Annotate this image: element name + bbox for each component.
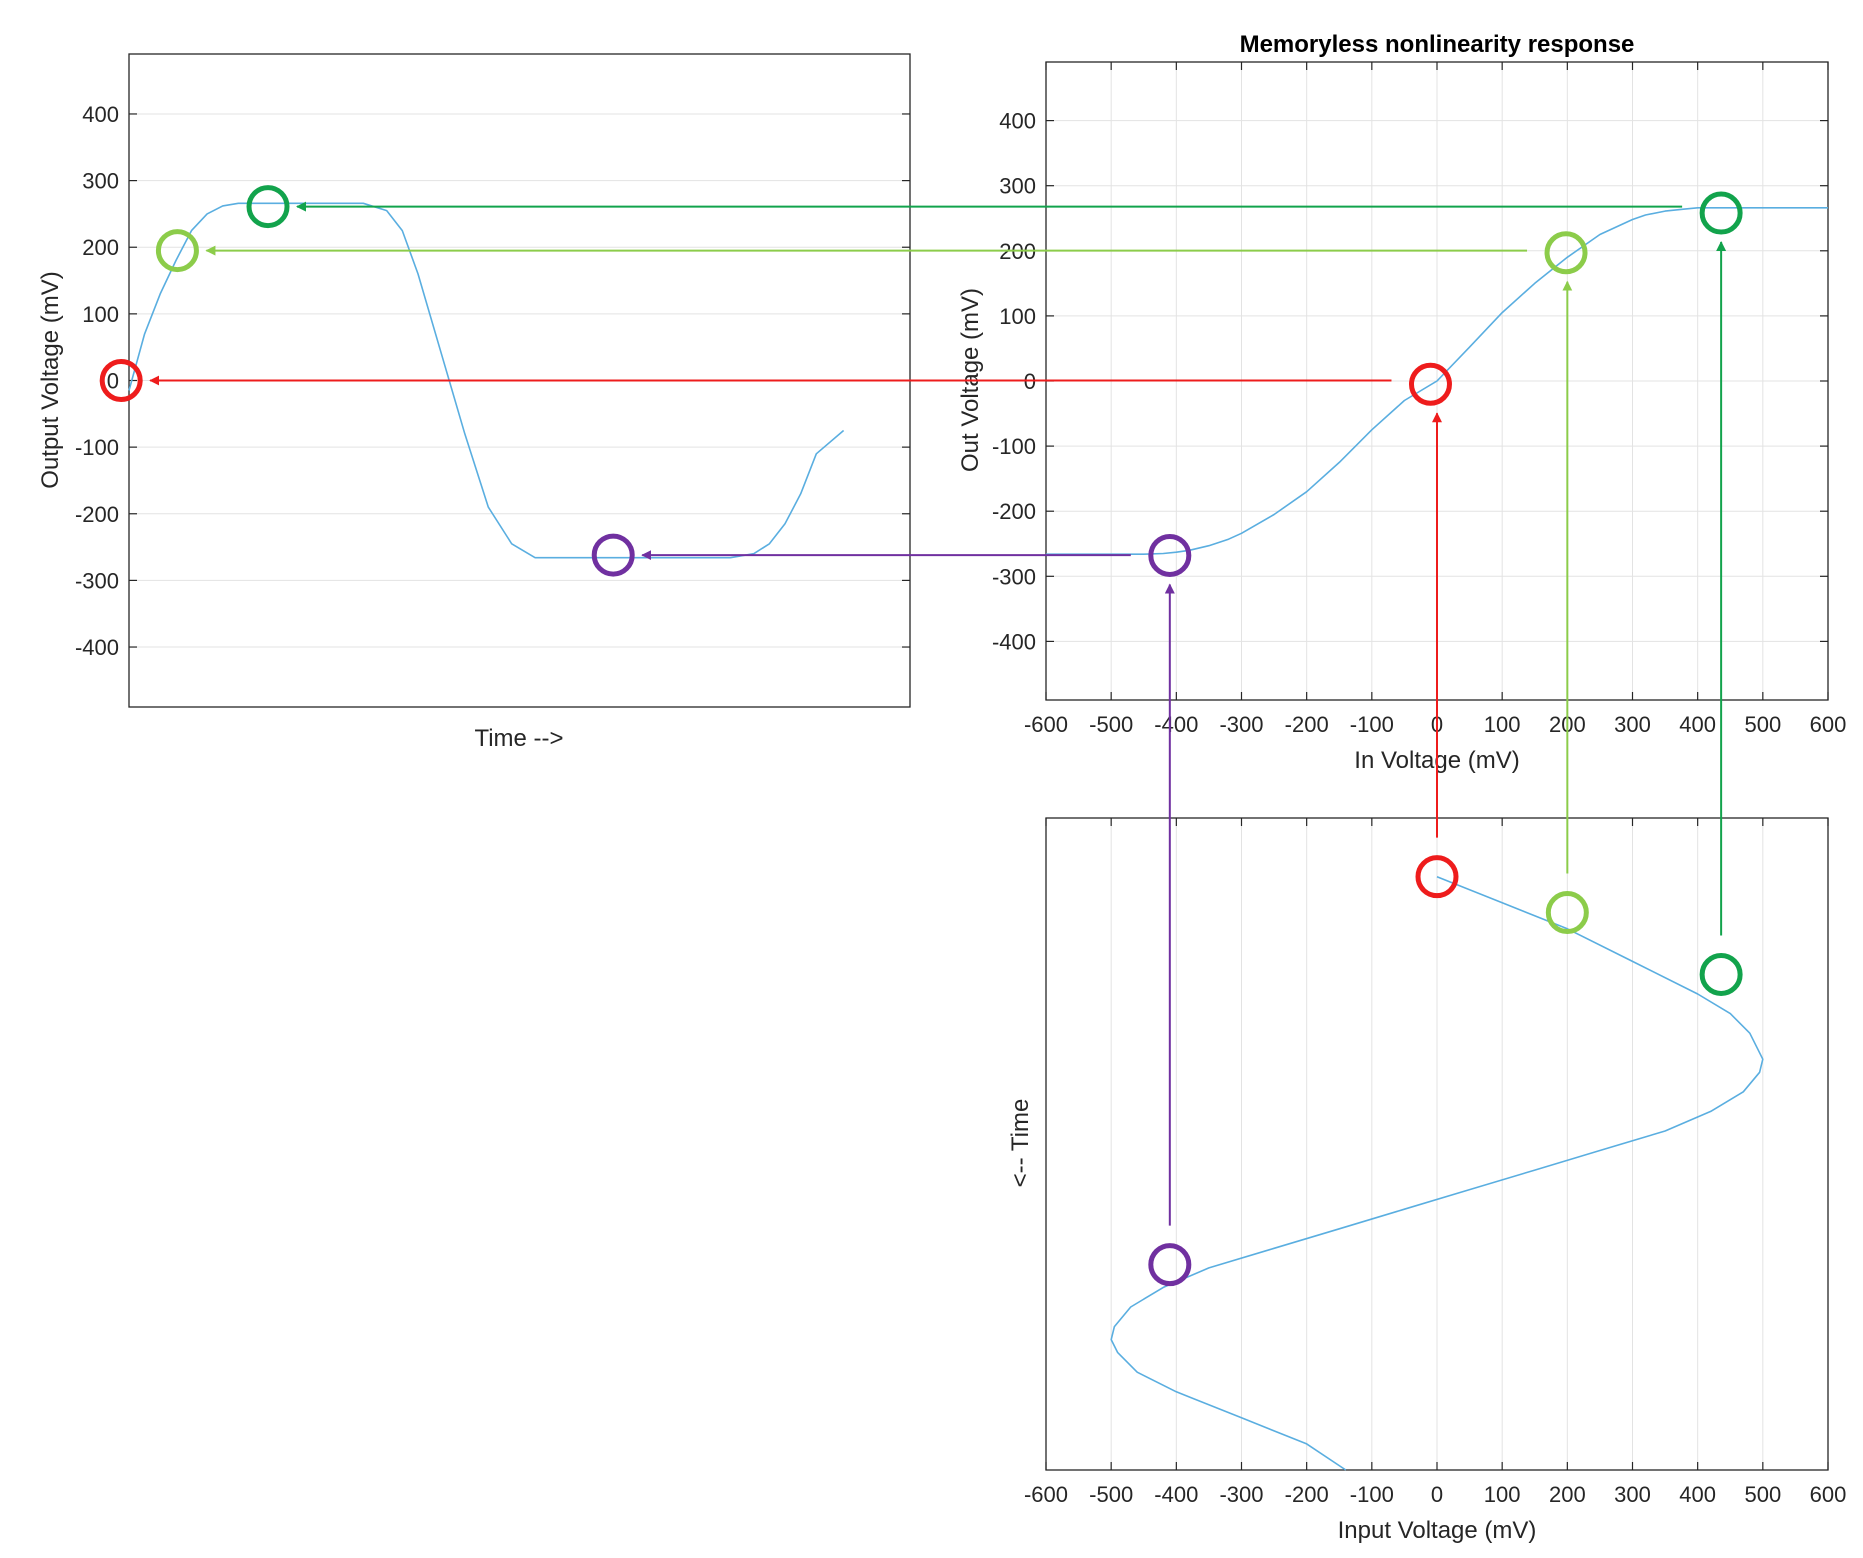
input-xtick-label: 400 xyxy=(1679,1482,1716,1507)
input-xtick-label: -400 xyxy=(1154,1482,1198,1507)
transfer-xtick-label: -400 xyxy=(1154,712,1198,737)
input-xtick-label: -100 xyxy=(1350,1482,1394,1507)
input-marker-red xyxy=(1415,855,1459,899)
input-ylabel: <-- Time xyxy=(1007,1099,1034,1188)
output-ytick-label: -400 xyxy=(75,635,119,660)
output-ytick-label: -100 xyxy=(75,435,119,460)
output-marker-red xyxy=(99,359,143,402)
transfer-marker-light_green xyxy=(1544,231,1588,275)
input-xtick-label: 300 xyxy=(1614,1482,1651,1507)
transfer-xtick-label: 500 xyxy=(1744,712,1781,737)
input-xtick-label: -600 xyxy=(1024,1482,1068,1507)
output-ytick-label: 100 xyxy=(82,302,119,327)
input-xtick-label: 200 xyxy=(1549,1482,1586,1507)
transfer-ytick-label: 100 xyxy=(999,304,1036,329)
transfer-ytick-label: 300 xyxy=(999,174,1036,199)
transfer-marker-purple xyxy=(1148,533,1192,577)
connector-arrows xyxy=(149,201,1727,1226)
input-xtick-label: -200 xyxy=(1285,1482,1329,1507)
transfer-ytick-label: -300 xyxy=(992,564,1036,589)
input-xlabel: Input Voltage (mV) xyxy=(1338,1517,1537,1544)
input-xtick-label: 100 xyxy=(1484,1482,1521,1507)
input-xtick-label: 600 xyxy=(1810,1482,1847,1507)
transfer-xtick-label: -600 xyxy=(1024,712,1068,737)
output-ytick-label: -200 xyxy=(75,502,119,527)
input-marker-light_green xyxy=(1545,891,1589,935)
transfer-xtick-label: -200 xyxy=(1285,712,1329,737)
input-series-line xyxy=(1110,875,1764,1471)
transfer-ytick-label: -400 xyxy=(992,629,1036,654)
output-ytick-label: 0 xyxy=(107,369,119,394)
transfer-ytick-label: -100 xyxy=(992,434,1036,459)
input-xtick-label: 0 xyxy=(1431,1482,1443,1507)
transfer-xtick-label: -100 xyxy=(1350,712,1394,737)
transfer-series-line xyxy=(1046,207,1828,556)
input-marker-green xyxy=(1699,952,1743,996)
input-xtick-label: -300 xyxy=(1219,1482,1263,1507)
output-marker-green xyxy=(246,185,290,229)
transfer-title: Memoryless nonlinearity response xyxy=(1240,31,1635,58)
output-ytick-label: 200 xyxy=(82,235,119,260)
transfer-xtick-label: 300 xyxy=(1614,712,1651,737)
transfer-marker-red xyxy=(1408,362,1452,406)
output-ytick-label: 300 xyxy=(82,169,119,194)
transfer-xtick-label: -300 xyxy=(1219,712,1263,737)
output-ylabel: Output Voltage (mV) xyxy=(37,271,64,488)
output-marker-light_green xyxy=(155,229,199,273)
transfer-xtick-label: 100 xyxy=(1484,712,1521,737)
input-marker-purple xyxy=(1148,1243,1192,1287)
input-chart: <-- Time Input Voltage (mV) -600 -500 -400… xyxy=(1007,817,1847,1544)
transfer-xtick-label: -500 xyxy=(1089,712,1133,737)
output-ytick-label: -300 xyxy=(75,568,119,593)
transfer-xtick-label: 600 xyxy=(1810,712,1847,737)
output-ytick-label: 400 xyxy=(82,102,119,127)
transfer-chart: Memoryless nonlinearity response Out Vol… xyxy=(957,31,1846,774)
marker-circles xyxy=(99,185,1743,1287)
transfer-xtick-label: 400 xyxy=(1679,712,1716,737)
output-chart: Output Voltage (mV) Time --> 400 300 200 10… xyxy=(37,53,911,752)
transfer-ytick-label: 400 xyxy=(999,109,1036,134)
output-xlabel: Time --> xyxy=(474,725,563,752)
input-xtick-label: 500 xyxy=(1744,1482,1781,1507)
transfer-marker-green xyxy=(1699,191,1743,235)
transfer-ytick-label: -200 xyxy=(992,499,1036,524)
input-xtick-label: -500 xyxy=(1089,1482,1133,1507)
output-marker-purple xyxy=(591,533,635,577)
